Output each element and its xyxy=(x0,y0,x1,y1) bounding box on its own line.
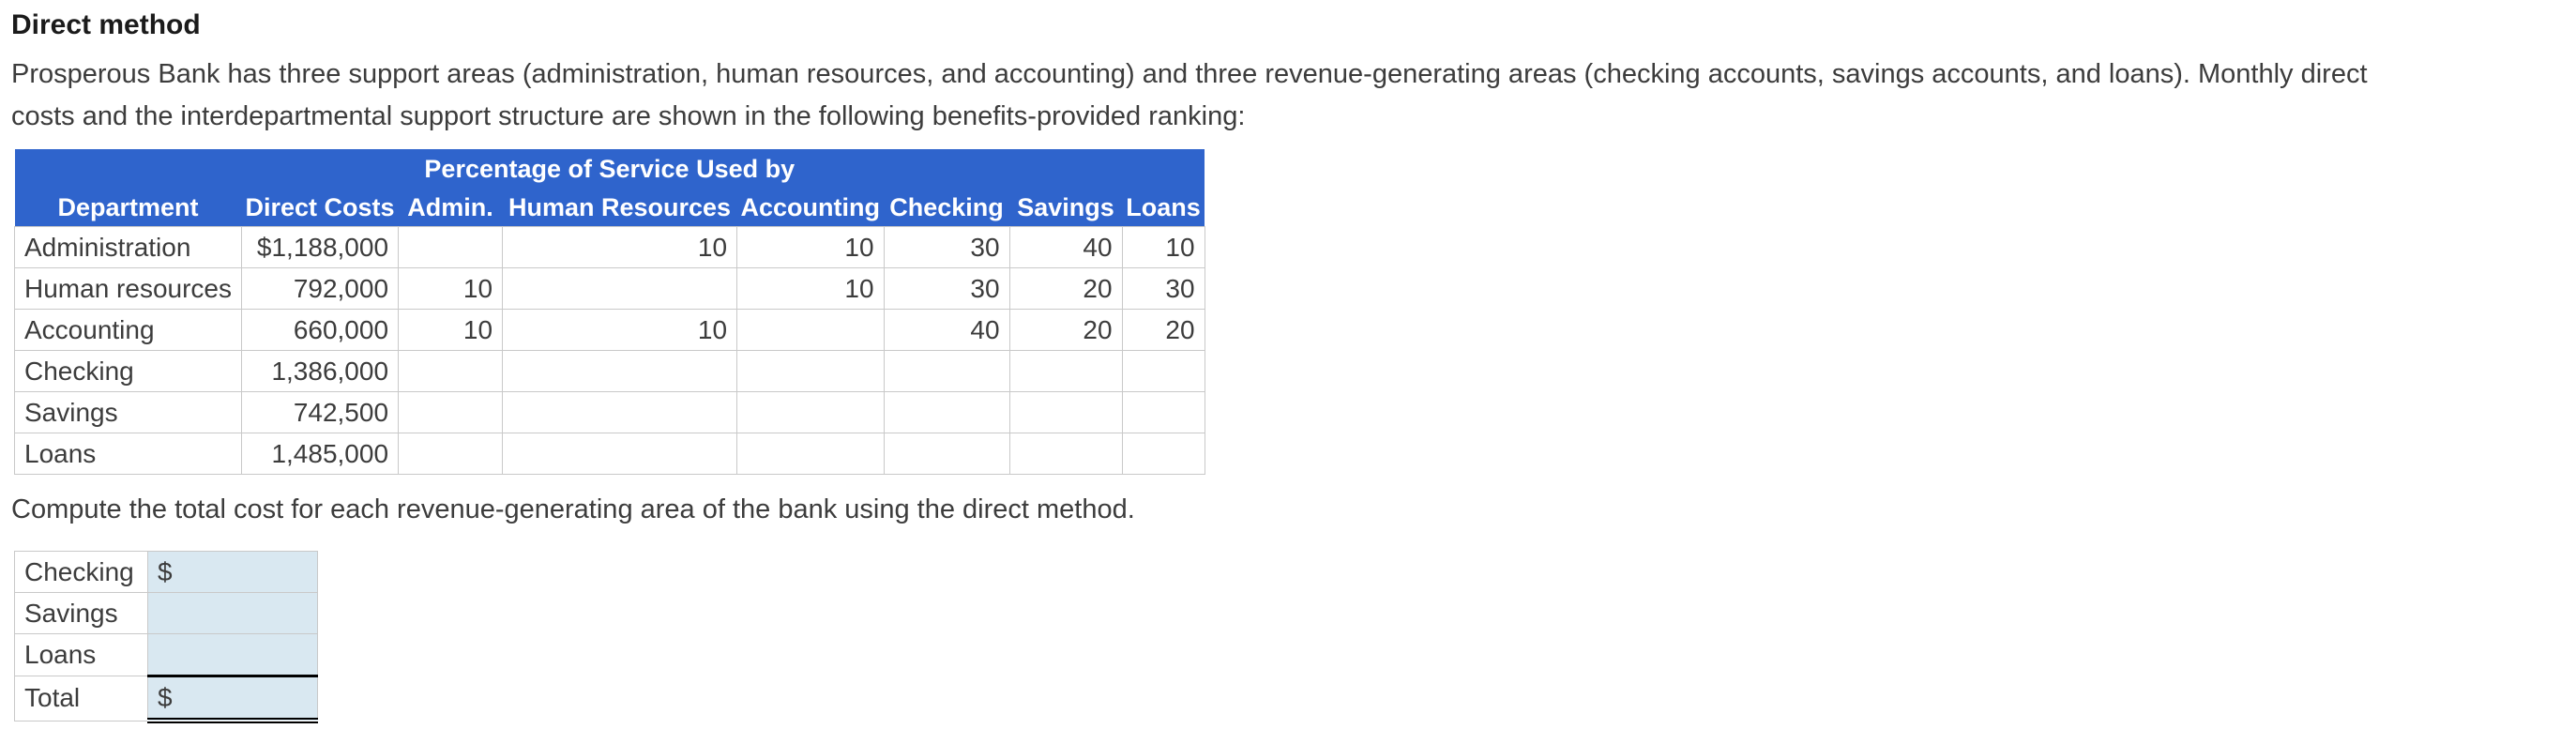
loans-pct-cell xyxy=(1121,433,1205,475)
answer-label-total: Total xyxy=(14,676,148,721)
accounting-pct-cell: 10 xyxy=(736,267,885,310)
row-checking: Checking 1,386,000 xyxy=(14,350,1205,392)
answer-row-loans: Loans xyxy=(14,633,318,676)
checking-pct-cell: 40 xyxy=(883,309,1010,351)
direct-costs-cell: $1,188,000 xyxy=(240,226,400,268)
banner-row: Percentage of Service Used by xyxy=(14,149,1205,189)
service-usage-table: Percentage of Service Used by Department… xyxy=(14,149,1205,475)
savings-pct-cell xyxy=(1008,433,1123,475)
checking-pct-cell xyxy=(883,391,1010,433)
hr-pct-cell xyxy=(502,350,738,392)
answer-row-total: Total $ xyxy=(14,675,318,723)
admin-pct-cell: 10 xyxy=(398,267,504,310)
answer-input-checking[interactable]: $ xyxy=(147,551,318,593)
checking-pct-cell xyxy=(883,350,1010,392)
col-header-accounting: Accounting xyxy=(736,189,885,227)
dollar-sign: $ xyxy=(158,682,173,712)
direct-costs-cell: 792,000 xyxy=(240,267,400,310)
savings-pct-cell xyxy=(1008,350,1123,392)
intro-paragraph: Prosperous Bank has three support areas … xyxy=(11,53,2565,138)
admin-pct-cell xyxy=(398,350,504,392)
column-header-row: Department Direct Costs Admin. Human Res… xyxy=(14,189,1205,227)
admin-pct-cell xyxy=(398,433,504,475)
row-savings: Savings 742,500 xyxy=(14,391,1205,433)
row-human-resources: Human resources 792,000 10 10 30 20 30 xyxy=(14,267,1205,310)
hr-pct-cell: 10 xyxy=(502,309,738,351)
hr-pct-cell xyxy=(502,267,738,310)
answer-input-total[interactable]: $ xyxy=(147,675,318,723)
answer-row-savings: Savings xyxy=(14,592,318,634)
col-header-human-resources: Human Resources xyxy=(502,189,737,227)
accounting-pct-cell xyxy=(736,309,885,351)
savings-pct-cell xyxy=(1008,391,1123,433)
hr-pct-cell xyxy=(502,433,738,475)
answer-label-loans: Loans xyxy=(14,633,148,676)
admin-pct-cell: 10 xyxy=(398,309,504,351)
loans-pct-cell xyxy=(1121,350,1205,392)
direct-costs-cell: 742,500 xyxy=(240,391,400,433)
checking-pct-cell: 30 xyxy=(883,226,1010,268)
loans-pct-cell: 10 xyxy=(1121,226,1205,268)
accounting-pct-cell: 10 xyxy=(736,226,885,268)
accounting-pct-cell xyxy=(736,350,885,392)
department-cell: Accounting xyxy=(14,309,242,351)
col-header-department: Department xyxy=(14,189,242,227)
col-header-admin: Admin. xyxy=(398,189,503,227)
department-cell: Checking xyxy=(14,350,242,392)
checking-pct-cell xyxy=(883,433,1010,475)
accounting-pct-cell xyxy=(736,433,885,475)
row-loans: Loans 1,485,000 xyxy=(14,433,1205,475)
answer-label-savings: Savings xyxy=(14,592,148,634)
checking-pct-cell: 30 xyxy=(883,267,1010,310)
table-banner: Percentage of Service Used by xyxy=(14,149,1205,189)
loans-pct-cell: 30 xyxy=(1121,267,1205,310)
answer-label-checking: Checking xyxy=(14,551,148,593)
direct-costs-cell: 1,386,000 xyxy=(240,350,400,392)
answer-table: Checking $ Savings Loans Total $ xyxy=(14,551,318,723)
hr-pct-cell: 10 xyxy=(502,226,738,268)
admin-pct-cell xyxy=(398,391,504,433)
col-header-savings: Savings xyxy=(1009,189,1123,227)
answer-input-loans[interactable] xyxy=(147,633,318,676)
intro-line-1: Prosperous Bank has three support areas … xyxy=(11,59,2368,89)
row-accounting: Accounting 660,000 10 10 40 20 20 xyxy=(14,309,1205,351)
admin-pct-cell xyxy=(398,226,504,268)
loans-pct-cell xyxy=(1121,391,1205,433)
direct-costs-cell: 1,485,000 xyxy=(240,433,400,475)
department-cell: Human resources xyxy=(14,267,242,310)
loans-pct-cell: 20 xyxy=(1121,309,1205,351)
department-cell: Loans xyxy=(14,433,242,475)
col-header-loans: Loans xyxy=(1122,189,1205,227)
page-title: Direct method xyxy=(11,9,201,40)
savings-pct-cell: 20 xyxy=(1008,309,1123,351)
answer-input-savings[interactable] xyxy=(147,592,318,634)
instruction-text: Compute the total cost for each revenue-… xyxy=(11,494,1135,524)
row-administration: Administration $1,188,000 10 10 30 40 10 xyxy=(14,226,1205,268)
direct-costs-cell: 660,000 xyxy=(240,309,400,351)
col-header-checking: Checking xyxy=(884,189,1010,227)
savings-pct-cell: 20 xyxy=(1008,267,1123,310)
answer-row-checking: Checking $ xyxy=(14,551,318,593)
intro-line-2: costs and the interdepartmental support … xyxy=(11,101,1246,131)
dollar-sign: $ xyxy=(158,556,173,586)
hr-pct-cell xyxy=(502,391,738,433)
department-cell: Savings xyxy=(14,391,242,433)
department-cell: Administration xyxy=(14,226,242,268)
col-header-direct-costs: Direct Costs xyxy=(241,189,399,227)
accounting-pct-cell xyxy=(736,391,885,433)
savings-pct-cell: 40 xyxy=(1008,226,1123,268)
